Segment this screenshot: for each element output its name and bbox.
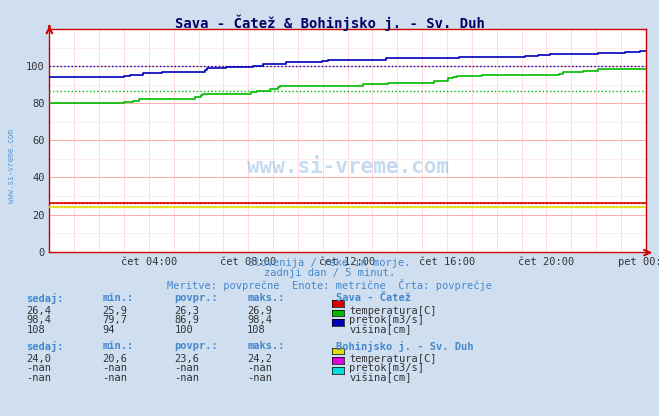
- Text: -nan: -nan: [175, 373, 200, 383]
- Text: višina[cm]: višina[cm]: [349, 373, 412, 383]
- Text: maks.:: maks.:: [247, 341, 285, 351]
- Text: -nan: -nan: [26, 363, 51, 373]
- Text: 98,4: 98,4: [26, 315, 51, 325]
- Text: sedaj:: sedaj:: [26, 341, 64, 352]
- Text: pretok[m3/s]: pretok[m3/s]: [349, 315, 424, 325]
- Text: 108: 108: [26, 325, 45, 335]
- Text: višina[cm]: višina[cm]: [349, 325, 412, 335]
- Text: 108: 108: [247, 325, 266, 335]
- Text: 94: 94: [102, 325, 115, 335]
- Text: 26,9: 26,9: [247, 306, 272, 316]
- Text: -nan: -nan: [102, 363, 127, 373]
- Text: povpr.:: povpr.:: [175, 293, 218, 303]
- Text: -nan: -nan: [247, 373, 272, 383]
- Text: 20,6: 20,6: [102, 354, 127, 364]
- Text: 23,6: 23,6: [175, 354, 200, 364]
- Text: 25,9: 25,9: [102, 306, 127, 316]
- Text: www.si-vreme.com: www.si-vreme.com: [246, 157, 449, 177]
- Text: 86,9: 86,9: [175, 315, 200, 325]
- Text: 24,2: 24,2: [247, 354, 272, 364]
- Text: povpr.:: povpr.:: [175, 341, 218, 351]
- Text: min.:: min.:: [102, 341, 133, 351]
- Text: pretok[m3/s]: pretok[m3/s]: [349, 363, 424, 373]
- Text: Bohinjsko j. - Sv. Duh: Bohinjsko j. - Sv. Duh: [336, 341, 474, 352]
- Text: temperatura[C]: temperatura[C]: [349, 354, 437, 364]
- Text: maks.:: maks.:: [247, 293, 285, 303]
- Text: min.:: min.:: [102, 293, 133, 303]
- Text: -nan: -nan: [26, 373, 51, 383]
- Text: Slovenija / reke in morje.: Slovenija / reke in morje.: [248, 258, 411, 268]
- Text: -nan: -nan: [175, 363, 200, 373]
- Text: -nan: -nan: [102, 373, 127, 383]
- Text: Sava - Čatež & Bohinjsko j. - Sv. Duh: Sava - Čatež & Bohinjsko j. - Sv. Duh: [175, 15, 484, 31]
- Text: 24,0: 24,0: [26, 354, 51, 364]
- Text: zadnji dan / 5 minut.: zadnji dan / 5 minut.: [264, 268, 395, 278]
- Text: www.si-vreme.com: www.si-vreme.com: [7, 129, 16, 203]
- Text: 100: 100: [175, 325, 193, 335]
- Text: sedaj:: sedaj:: [26, 293, 64, 305]
- Text: Sava - Čatež: Sava - Čatež: [336, 293, 411, 303]
- Text: 79,7: 79,7: [102, 315, 127, 325]
- Text: Meritve: povprečne  Enote: metrične  Črta: povprečje: Meritve: povprečne Enote: metrične Črta:…: [167, 279, 492, 291]
- Text: 26,4: 26,4: [26, 306, 51, 316]
- Text: 26,3: 26,3: [175, 306, 200, 316]
- Text: temperatura[C]: temperatura[C]: [349, 306, 437, 316]
- Text: -nan: -nan: [247, 363, 272, 373]
- Text: 98,4: 98,4: [247, 315, 272, 325]
